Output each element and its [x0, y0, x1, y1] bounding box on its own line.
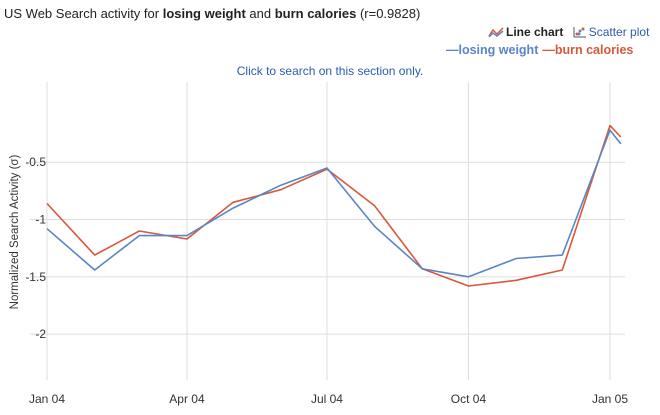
title-term-b[interactable]: burn calories [274, 6, 357, 21]
y-tick-label: -2 [35, 327, 46, 341]
line-chart-icon [488, 27, 504, 38]
title-and: and [245, 6, 275, 21]
y-tick-label: -0.5 [25, 155, 46, 169]
y-tick-label: -1.5 [25, 270, 46, 284]
legend: —losing weight —burn calories [446, 43, 633, 57]
title-prefix: US Web Search activity for [4, 6, 163, 21]
line-chart-label: Line chart [506, 25, 564, 39]
y-tick-label: -1 [35, 213, 46, 227]
line-chart-toggle[interactable]: Line chart [488, 25, 563, 39]
legend-series-b: —burn calories [542, 43, 634, 57]
grid-layer [30, 82, 625, 380]
search-section-hint[interactable]: Click to search on this section only. [236, 64, 424, 78]
scatter-plot-label: Scatter plot [588, 25, 650, 39]
series-layer [46, 124, 622, 287]
scatter-plot-icon [573, 27, 586, 38]
tick-layer: Jan 04 Apr 04 Jul 04 Oct 04 Jan 05 -0.5 -1 -1.5… [25, 155, 628, 406]
legend-series-a: —losing weight [446, 43, 539, 57]
chart-title: US Web Search activity for losing weight… [4, 6, 420, 21]
title-suffix: (r=0.9828) [356, 6, 421, 21]
view-toggle: Line chart Scatter plot [488, 25, 649, 41]
series-line-burn-calories[interactable] [46, 124, 622, 287]
series-line-losing-weight[interactable] [46, 129, 622, 278]
title-term-a[interactable]: losing weight [162, 6, 246, 21]
x-tick-label: Jan 05 [592, 392, 628, 406]
x-tick-label: Jul 04 [311, 392, 343, 406]
x-tick-label: Oct 04 [451, 392, 487, 406]
x-tick-label: Jan 04 [29, 392, 65, 406]
x-tick-label: Apr 04 [169, 392, 205, 406]
scatter-plot-toggle[interactable]: Scatter plot [573, 25, 650, 39]
